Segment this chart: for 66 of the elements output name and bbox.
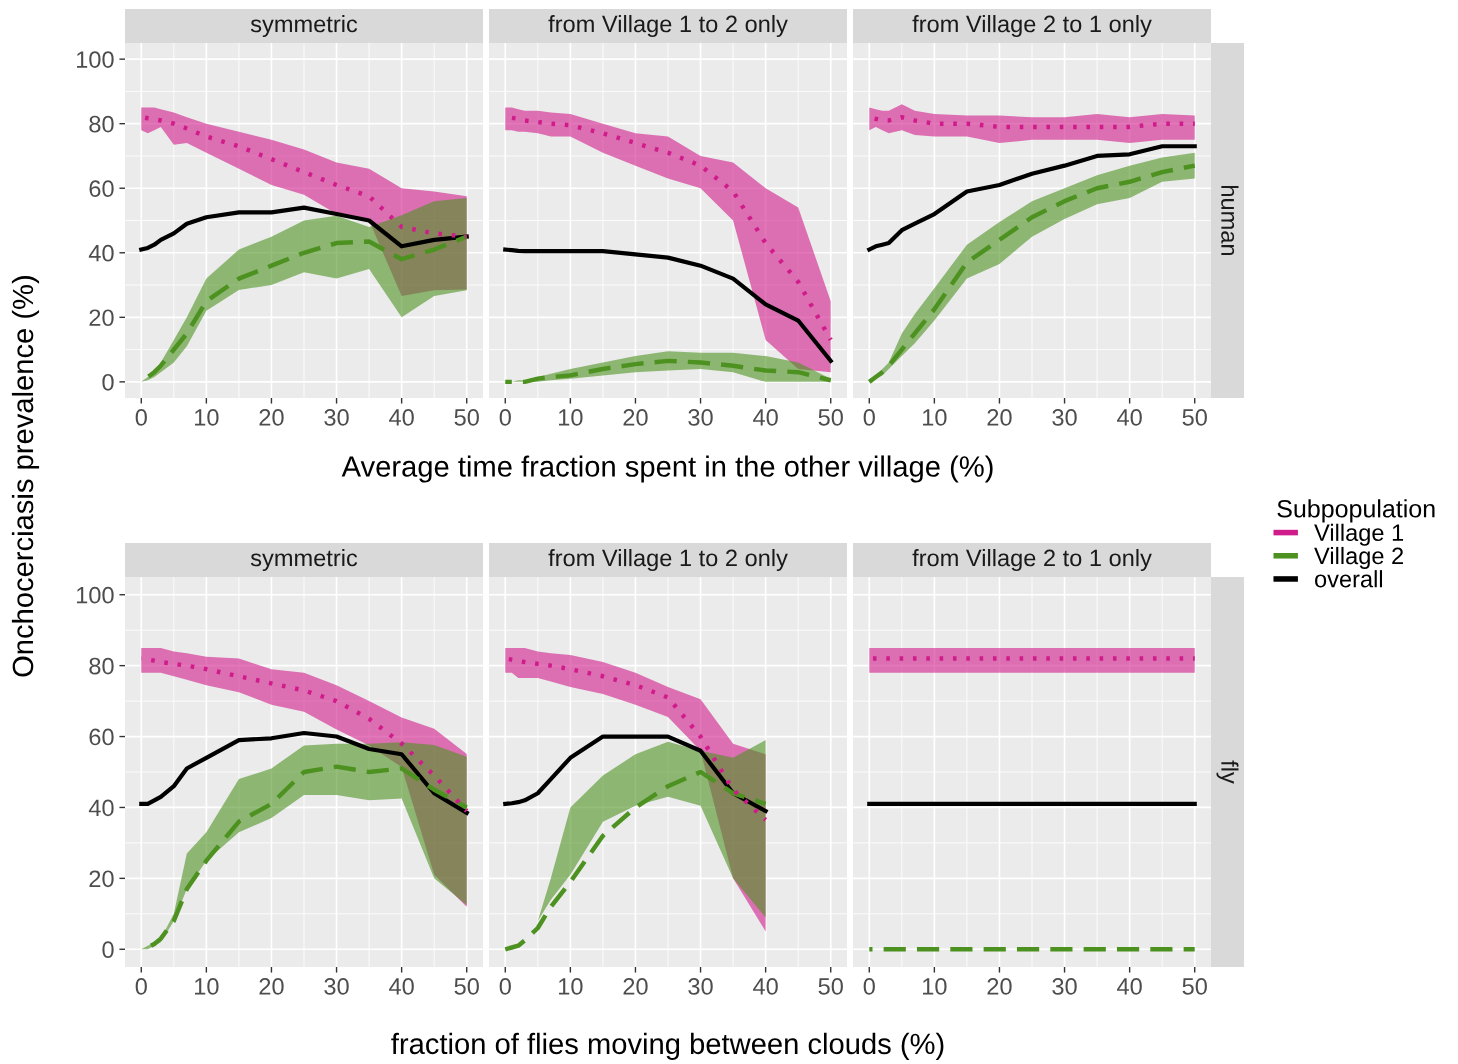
x-tick-label: 50 xyxy=(818,409,843,426)
x-tick-label: 40 xyxy=(389,409,414,426)
x-tick-label: 0 xyxy=(135,978,147,995)
line-series xyxy=(139,205,469,252)
legend-label: overall xyxy=(1315,570,1382,588)
x-tick-label: 0 xyxy=(863,978,875,995)
x-tick-label: 0 xyxy=(135,409,147,426)
x-tick-label: 40 xyxy=(1117,978,1142,995)
y-tick-label: 100 xyxy=(76,586,114,604)
x-tick-label: 50 xyxy=(1182,409,1207,426)
x-tick-label: 0 xyxy=(863,409,875,426)
chart-title: from Village 1 to 2 only xyxy=(548,548,788,572)
x-tick-label: 50 xyxy=(1182,978,1207,995)
y-tick-label: 60 xyxy=(89,180,114,198)
chart-title: from Village 2 to 1 only xyxy=(912,15,1152,37)
text: human xyxy=(1221,186,1239,256)
x-tick-label: 0 xyxy=(499,978,511,995)
x-tick-label: 10 xyxy=(195,409,219,426)
y-tick-label: 20 xyxy=(89,309,114,327)
y-tick-label: 80 xyxy=(89,115,114,133)
chart-title: symmetric xyxy=(250,548,358,572)
x-tick-label: 50 xyxy=(454,978,479,995)
x-tick-label: 30 xyxy=(1052,978,1077,995)
x-tick-label: 50 xyxy=(818,978,843,995)
x-tick-label: 10 xyxy=(923,409,947,426)
x-tick-label: 10 xyxy=(195,978,219,995)
x-tick-label: 50 xyxy=(454,409,479,426)
x-tick-label: 20 xyxy=(987,978,1012,995)
x-tick-label: 40 xyxy=(753,978,778,995)
x-tick-label: 40 xyxy=(753,409,778,426)
x-tick-label: 20 xyxy=(623,409,648,426)
legend-label: Village 1 xyxy=(1314,523,1404,546)
line-series xyxy=(139,656,469,814)
legend-label: Village 2 xyxy=(1314,546,1403,569)
x-tick-label: 40 xyxy=(1117,409,1142,426)
x-axis-title: Average time fraction spent in the other village (%) xyxy=(341,455,993,483)
x-tick-label: 20 xyxy=(987,409,1012,426)
y-tick-label: 20 xyxy=(89,870,114,888)
y-axis-title: Onchocerciasis prevalence (%) xyxy=(11,276,40,677)
y-tick-label: 40 xyxy=(88,799,114,817)
y-tick-label: 0 xyxy=(102,373,114,391)
x-tick-label: 30 xyxy=(688,409,713,426)
x-tick-label: 20 xyxy=(623,978,648,995)
y-tick-label: 40 xyxy=(88,244,114,262)
y-tick-label: 60 xyxy=(89,728,114,746)
chart-title: from Village 1 to 2 only xyxy=(548,15,788,37)
x-tick-label: 20 xyxy=(259,409,284,426)
x-tick-label: 30 xyxy=(324,409,349,426)
y-tick-label: 80 xyxy=(89,657,114,675)
x-tick-label: 10 xyxy=(923,978,947,995)
chart-title: from Village 2 to 1 only xyxy=(912,548,1152,572)
x-tick-label: 40 xyxy=(389,978,414,995)
x-tick-label: 0 xyxy=(499,409,511,426)
x-tick-label: 30 xyxy=(1052,409,1077,426)
chart-title: symmetric xyxy=(250,15,358,37)
x-axis-title: fraction of flies moving between clouds (%) xyxy=(391,1032,944,1060)
x-tick-label: 10 xyxy=(559,978,583,995)
text: fly xyxy=(1216,760,1239,784)
y-tick-label: 100 xyxy=(76,51,114,68)
legend-title: Subpopulation xyxy=(1277,499,1435,523)
x-tick-label: 30 xyxy=(324,978,349,995)
x-tick-label: 10 xyxy=(559,409,583,426)
line-series xyxy=(139,730,469,815)
x-tick-label: 20 xyxy=(259,978,284,995)
x-tick-label: 30 xyxy=(688,978,713,995)
y-tick-label: 0 xyxy=(102,941,114,959)
